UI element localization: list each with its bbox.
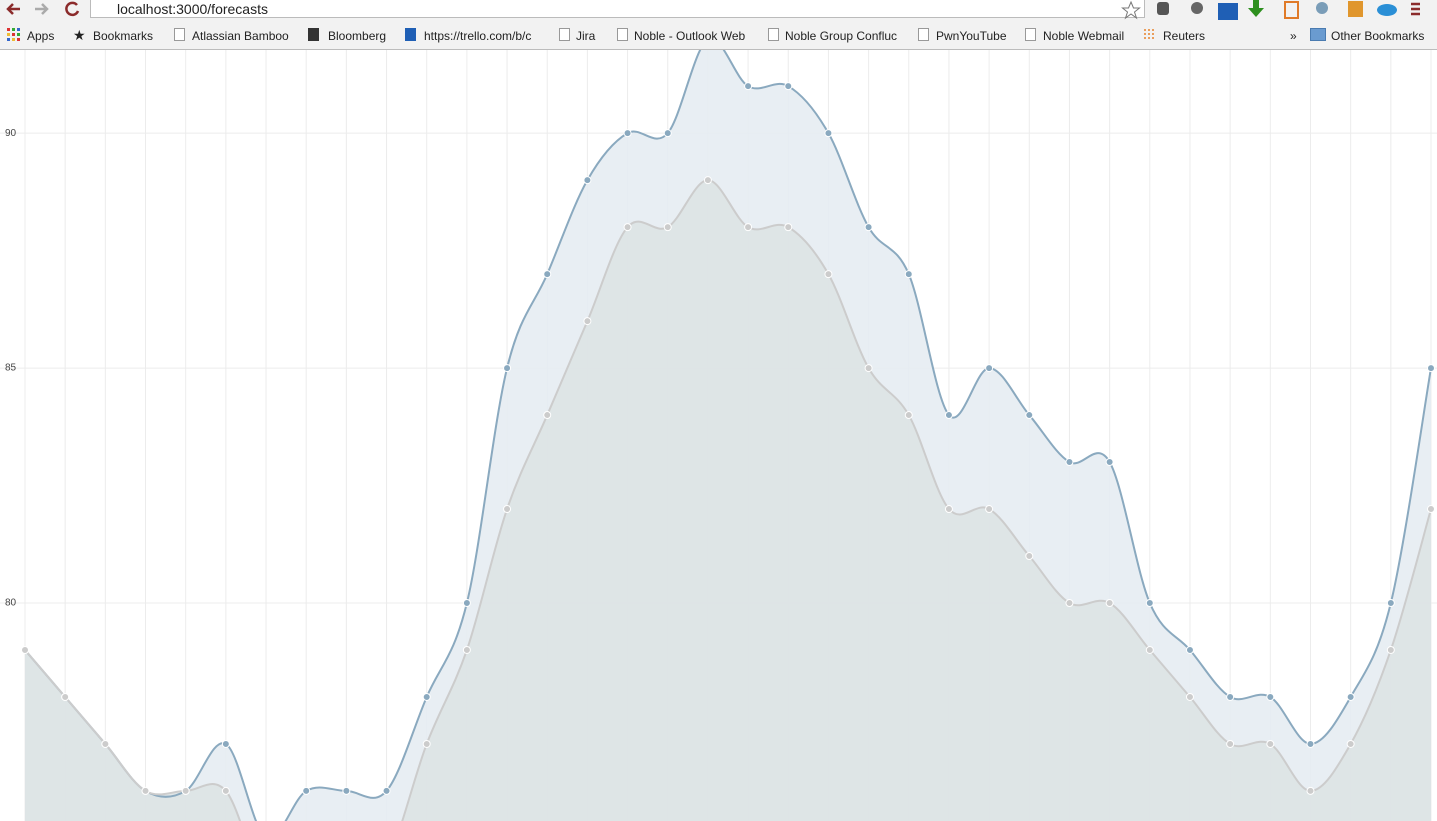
point xyxy=(221,786,230,795)
nav-buttons xyxy=(6,1,80,17)
chart: 80 85 90 xyxy=(0,50,1437,821)
area xyxy=(25,180,1431,821)
point xyxy=(422,692,431,701)
bookmark[interactable]: Bookmarks xyxy=(93,29,154,43)
line xyxy=(24,50,1432,821)
point xyxy=(944,505,953,514)
point xyxy=(1065,598,1074,607)
point xyxy=(663,129,672,138)
point xyxy=(784,82,793,91)
bookmarks-bar: Apps ★ Bookmarks Atlassian Bamboo Bloomb… xyxy=(0,22,1437,50)
point xyxy=(824,270,833,279)
page-icon xyxy=(768,28,779,41)
extension-icons xyxy=(1121,0,1420,20)
point xyxy=(21,645,29,654)
point xyxy=(1065,458,1074,467)
point xyxy=(1185,645,1194,654)
point xyxy=(744,82,753,91)
point xyxy=(985,364,994,373)
point xyxy=(503,364,512,373)
bookmark[interactable]: Noble Group Confluc xyxy=(785,29,898,43)
page-icon xyxy=(174,28,185,41)
point xyxy=(904,411,913,420)
apps-icon xyxy=(7,28,20,41)
bloomberg-icon xyxy=(308,28,319,41)
point xyxy=(583,317,592,326)
point xyxy=(784,223,793,232)
point xyxy=(1226,739,1235,748)
point xyxy=(181,786,190,795)
point xyxy=(623,129,632,138)
point xyxy=(744,223,753,232)
bookmark[interactable]: Atlassian Bamboo xyxy=(192,29,289,43)
point xyxy=(302,786,311,795)
bookmark[interactable]: PwnYouTube xyxy=(936,29,1007,43)
point xyxy=(864,364,873,373)
point xyxy=(422,739,431,748)
y-tick-label: 80 xyxy=(5,598,17,609)
point xyxy=(141,786,150,795)
point xyxy=(904,270,913,279)
bookmark[interactable]: Noble - Outlook Web xyxy=(634,29,746,43)
point xyxy=(342,786,351,795)
page-icon xyxy=(1025,28,1036,41)
point xyxy=(1306,786,1315,795)
point xyxy=(1427,505,1435,514)
point xyxy=(1346,692,1355,701)
point xyxy=(61,692,70,701)
star-icon: ★ xyxy=(73,27,86,43)
point xyxy=(221,739,230,748)
point xyxy=(543,411,552,420)
point xyxy=(543,270,552,279)
point xyxy=(1306,739,1315,748)
point xyxy=(703,176,712,185)
point xyxy=(1105,598,1114,607)
point xyxy=(1266,692,1275,701)
bookmark[interactable]: Reuters xyxy=(1163,29,1206,43)
reuters-icon xyxy=(1143,28,1154,41)
point xyxy=(985,505,994,514)
point xyxy=(1386,645,1395,654)
point xyxy=(503,505,512,514)
point xyxy=(462,598,471,607)
point xyxy=(1226,692,1235,701)
point xyxy=(382,786,391,795)
point xyxy=(1266,739,1275,748)
point xyxy=(1185,692,1194,701)
point xyxy=(864,223,873,232)
point xyxy=(1427,364,1435,373)
point xyxy=(1025,552,1034,561)
point xyxy=(1105,458,1114,467)
bookmark[interactable]: Apps xyxy=(27,29,55,43)
page-icon xyxy=(918,28,929,41)
point xyxy=(1145,598,1154,607)
folder-icon xyxy=(1310,28,1326,41)
bookmark[interactable]: Bloomberg xyxy=(328,29,387,43)
bookmark[interactable]: Jira xyxy=(576,29,596,43)
point xyxy=(824,129,833,138)
point xyxy=(1025,411,1034,420)
page-icon xyxy=(559,28,570,41)
page-icon xyxy=(617,28,628,41)
address-bar[interactable]: localhost:3000/forecasts xyxy=(90,0,1145,18)
bookmark[interactable]: Noble Webmail xyxy=(1043,29,1125,43)
trello-icon xyxy=(405,28,416,41)
more-bookmarks[interactable]: » xyxy=(1290,29,1297,43)
point xyxy=(623,223,632,232)
point xyxy=(101,739,110,748)
point xyxy=(462,645,471,654)
point xyxy=(1145,645,1154,654)
point xyxy=(1386,598,1395,607)
point xyxy=(663,223,672,232)
point xyxy=(1346,739,1355,748)
toolbar: localhost:3000/forecasts xyxy=(0,0,1437,22)
bookmark[interactable]: Other Bookmarks xyxy=(1331,29,1425,43)
point xyxy=(944,411,953,420)
bookmark[interactable]: https://trello.com/b/c xyxy=(424,29,532,43)
point xyxy=(583,176,592,185)
y-tick-label: 85 xyxy=(5,363,17,374)
y-tick-label: 90 xyxy=(5,128,17,139)
